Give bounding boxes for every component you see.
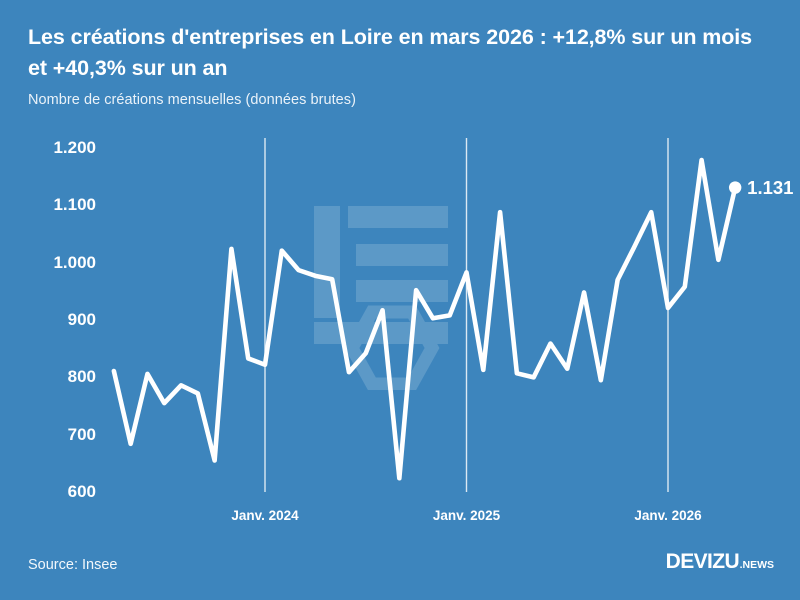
y-axis-ticks: 600 700 800 900 1.000 1.100 1.200 <box>0 130 96 530</box>
line-chart-svg <box>111 138 742 492</box>
devizu-logo: DEVIZU .NEWS <box>666 550 774 574</box>
logo-suffix: .NEWS <box>739 559 774 571</box>
chart-header: Les créations d'entreprises en Loire en … <box>28 22 772 108</box>
y-axis-tick-800: 800 <box>67 367 96 387</box>
chart-subtitle: Nombre de créations mensuelles (données … <box>28 92 356 109</box>
y-axis-tick-900: 900 <box>67 310 96 329</box>
x-axis-tick-janv-2024: Janv. 2024 <box>231 508 299 523</box>
chart-plot-area: 600 700 800 900 1.000 1.100 1.200 Janv. 2024 Ja… <box>0 130 800 530</box>
x-axis-tick-janv-2026: Janv. 2026 <box>634 508 702 523</box>
y-axis-tick-700: 700 <box>67 424 96 444</box>
x-axis-tick-janv-2025: Janv. 2025 <box>432 508 501 523</box>
page-title: Les créations d'entreprises en Loire en … <box>28 25 753 80</box>
end-point-value-label: 1.131 <box>747 176 794 198</box>
logo-wordmark: DEVIZU <box>665 550 740 573</box>
y-axis-tick-1200: 1.200 <box>53 138 96 157</box>
x-axis-ticks: Janv. 2024 Janv. 2025 Janv. 2026 <box>0 130 800 530</box>
y-axis-tick-600: 600 <box>67 482 96 501</box>
y-axis-tick-1000: 1.000 <box>53 252 96 272</box>
chart-gridlines <box>264 138 669 492</box>
y-axis-tick-1100: 1.100 <box>53 195 96 215</box>
end-point-marker <box>728 181 742 194</box>
source-note: Source: Insee <box>28 557 118 573</box>
series-line-creations <box>111 157 738 481</box>
